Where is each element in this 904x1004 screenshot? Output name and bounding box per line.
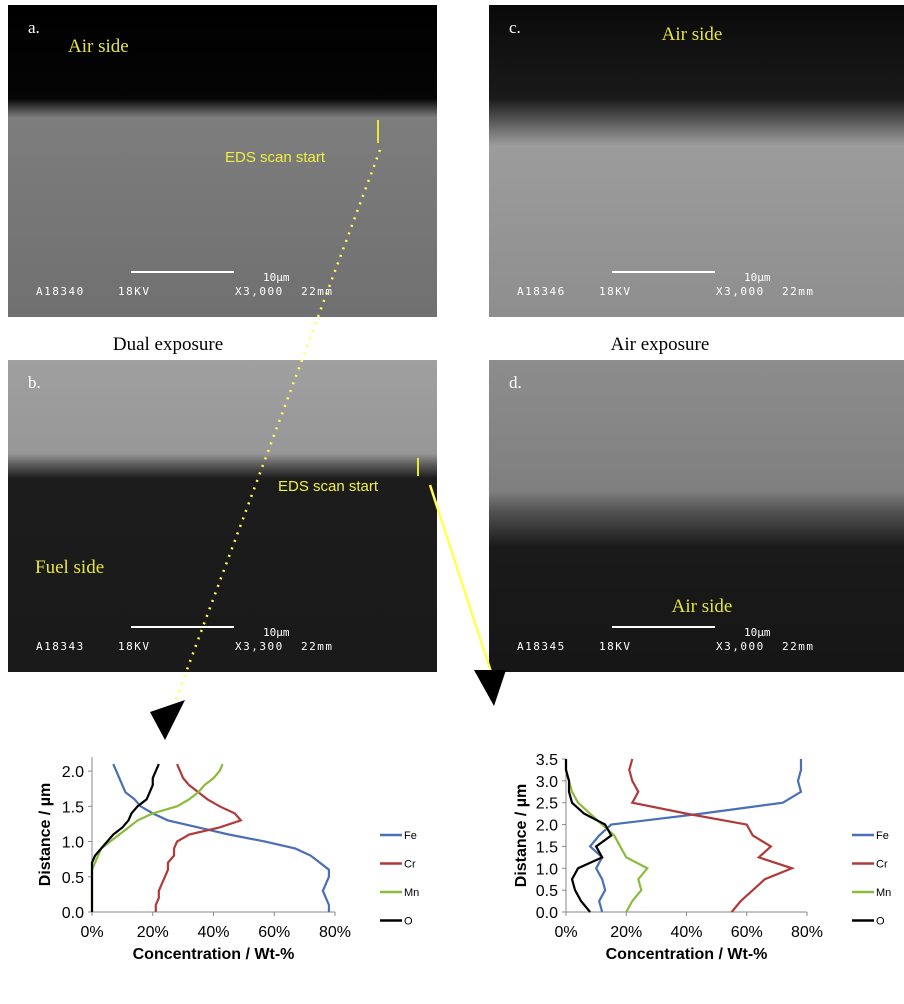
eds-label: EDS scan start (278, 478, 379, 495)
legend-label: Mn (404, 887, 419, 899)
y-tick-label: 2.5 (536, 796, 558, 813)
image-info: A18340 (36, 285, 85, 298)
legend-label: Fe (876, 830, 889, 842)
region-label: Air side (672, 596, 733, 617)
x-tick-label: 80% (319, 924, 351, 941)
y-tick-label: 1.0 (62, 835, 84, 852)
y-tick-label: 0.5 (62, 870, 84, 887)
image-info: X3,000 (235, 285, 284, 298)
scale-label: 10µm (744, 626, 771, 639)
image-info: 18KV (599, 285, 632, 298)
arrowhead (474, 670, 506, 706)
region-label: Air side (662, 24, 723, 45)
image-info: X3,000 (716, 285, 765, 298)
x-tick-label: 60% (731, 924, 763, 941)
image-info: 22mm (782, 285, 815, 298)
sem-image (489, 360, 904, 672)
legend-label: Cr (404, 859, 416, 871)
figure: a. Air side EDS scan start 10µm A18340 18KV X3… (0, 0, 904, 1004)
image-info: X3,300 (235, 640, 284, 653)
y-tick-label: 0.0 (62, 905, 84, 922)
x-axis-title: Concentration / Wt-% (606, 946, 768, 963)
data-line (113, 764, 329, 912)
legend-label: O (404, 916, 413, 928)
image-info: A18343 (36, 640, 85, 653)
sem-image (8, 360, 437, 672)
y-tick-label: 1.0 (536, 861, 558, 878)
x-tick-label: 0% (80, 924, 103, 941)
region-label: Air side (68, 36, 129, 57)
scan-path (430, 485, 492, 675)
x-tick-label: 80% (791, 924, 823, 941)
caption: Air exposure (611, 334, 710, 355)
panel-label: b. (28, 373, 41, 392)
legend-label: Fe (404, 830, 417, 842)
y-tick-label: 0.5 (536, 883, 558, 900)
x-tick-label: 40% (670, 924, 702, 941)
data-line (156, 764, 241, 912)
data-line (566, 759, 647, 912)
y-tick-label: 3.5 (536, 752, 558, 769)
image-info: X3,000 (716, 640, 765, 653)
x-axis-title: Concentration / Wt-% (133, 946, 295, 963)
scale-label: 10µm (263, 626, 290, 639)
y-tick-label: 1.5 (62, 799, 84, 816)
image-info: 18KV (118, 640, 151, 653)
sem-image (489, 5, 904, 317)
x-tick-label: 20% (137, 924, 169, 941)
image-info: 18KV (599, 640, 632, 653)
caption: Dual exposure (113, 334, 223, 355)
y-axis-title: Distance / µm (37, 783, 54, 886)
legend-label: Cr (876, 859, 888, 871)
panel-label: c. (509, 18, 521, 37)
legend-label: O (876, 916, 885, 928)
data-line (590, 759, 801, 912)
image-info: 22mm (782, 640, 815, 653)
image-info: 22mm (301, 285, 334, 298)
image-info: A18345 (517, 640, 566, 653)
y-tick-label: 1.5 (536, 839, 558, 856)
scale-label: 10µm (263, 271, 290, 284)
eds-label: EDS scan start (225, 149, 326, 166)
scale-label: 10µm (744, 271, 771, 284)
region-label: Fuel side (35, 557, 104, 578)
panel-label: a. (28, 18, 40, 37)
x-tick-label: 0% (554, 924, 577, 941)
image-info: A18346 (517, 285, 566, 298)
x-tick-label: 40% (197, 924, 229, 941)
y-tick-label: 0.0 (536, 905, 558, 922)
y-tick-label: 2.0 (536, 818, 558, 835)
x-tick-label: 60% (258, 924, 290, 941)
data-line (629, 759, 792, 912)
y-tick-label: 3.0 (536, 774, 558, 791)
arrowhead (150, 700, 185, 740)
y-axis-title: Distance / µm (513, 784, 530, 887)
data-line (92, 764, 159, 912)
image-info: 18KV (118, 285, 151, 298)
image-info: 22mm (301, 640, 334, 653)
legend-label: Mn (876, 887, 891, 899)
x-tick-label: 20% (610, 924, 642, 941)
panel-label: d. (509, 373, 522, 392)
y-tick-label: 2.0 (62, 764, 84, 781)
